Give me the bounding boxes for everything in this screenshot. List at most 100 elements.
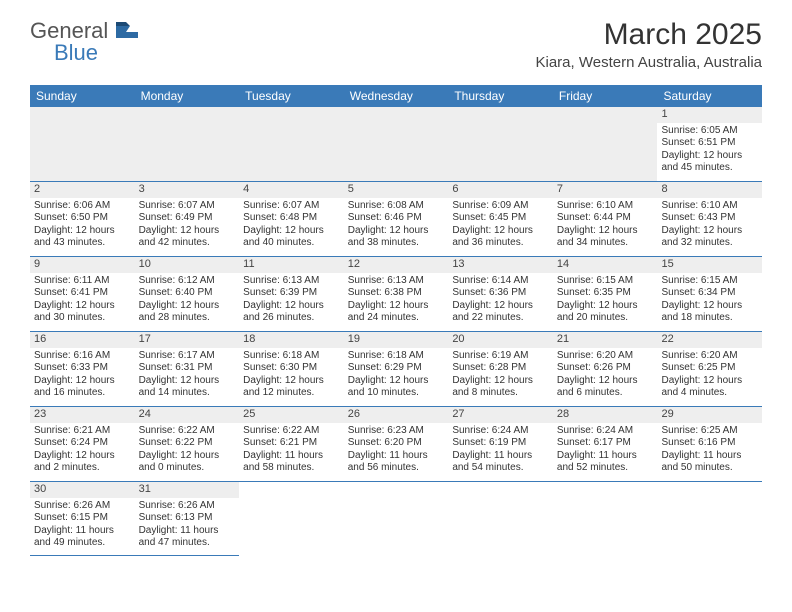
calendar-cell: 6Sunrise: 6:09 AMSunset: 6:45 PMDaylight…	[448, 182, 553, 256]
cell-daylight1: Daylight: 12 hours	[34, 450, 131, 463]
cell-daylight1: Daylight: 12 hours	[139, 375, 236, 388]
cell-daylight1: Daylight: 12 hours	[452, 225, 549, 238]
cell-sunrise: Sunrise: 6:12 AM	[139, 275, 236, 288]
week-row: 23Sunrise: 6:21 AMSunset: 6:24 PMDayligh…	[30, 407, 762, 482]
cell-sunrise: Sunrise: 6:07 AM	[243, 200, 340, 213]
cell-daylight1: Daylight: 11 hours	[139, 525, 236, 538]
calendar-cell: 25Sunrise: 6:22 AMSunset: 6:21 PMDayligh…	[239, 407, 344, 481]
calendar-cell	[448, 107, 553, 181]
calendar-cell: 15Sunrise: 6:15 AMSunset: 6:34 PMDayligh…	[657, 257, 762, 331]
cell-daylight1: Daylight: 11 hours	[348, 450, 445, 463]
cell-sunset: Sunset: 6:28 PM	[452, 362, 549, 375]
cell-sunrise: Sunrise: 6:11 AM	[34, 275, 131, 288]
cell-daylight2: and 6 minutes.	[557, 387, 654, 400]
cell-daylight2: and 32 minutes.	[661, 237, 758, 250]
cell-sunrise: Sunrise: 6:21 AM	[34, 425, 131, 438]
cell-daylight2: and 18 minutes.	[661, 312, 758, 325]
cell-sunrise: Sunrise: 6:19 AM	[452, 350, 549, 363]
calendar-cell	[344, 482, 449, 556]
day-number: 26	[344, 407, 449, 423]
day-number: 17	[135, 332, 240, 348]
cell-sunset: Sunset: 6:39 PM	[243, 287, 340, 300]
cell-daylight2: and 24 minutes.	[348, 312, 445, 325]
cell-sunset: Sunset: 6:31 PM	[139, 362, 236, 375]
cell-sunrise: Sunrise: 6:18 AM	[348, 350, 445, 363]
cell-daylight2: and 30 minutes.	[34, 312, 131, 325]
cell-daylight1: Daylight: 12 hours	[34, 300, 131, 313]
day-number: 29	[657, 407, 762, 423]
cell-sunrise: Sunrise: 6:16 AM	[34, 350, 131, 363]
cell-daylight2: and 45 minutes.	[661, 162, 758, 175]
calendar-cell: 27Sunrise: 6:24 AMSunset: 6:19 PMDayligh…	[448, 407, 553, 481]
cell-sunrise: Sunrise: 6:15 AM	[557, 275, 654, 288]
cell-daylight1: Daylight: 12 hours	[348, 300, 445, 313]
week-row: 2Sunrise: 6:06 AMSunset: 6:50 PMDaylight…	[30, 182, 762, 257]
cell-sunset: Sunset: 6:46 PM	[348, 212, 445, 225]
cell-daylight2: and 10 minutes.	[348, 387, 445, 400]
cell-sunrise: Sunrise: 6:26 AM	[139, 500, 236, 513]
day-header: Friday	[553, 85, 658, 107]
day-number: 14	[553, 257, 658, 273]
day-number: 27	[448, 407, 553, 423]
day-number: 20	[448, 332, 553, 348]
calendar-cell: 16Sunrise: 6:16 AMSunset: 6:33 PMDayligh…	[30, 332, 135, 406]
calendar-cell: 1Sunrise: 6:05 AMSunset: 6:51 PMDaylight…	[657, 107, 762, 181]
calendar-cell	[553, 107, 658, 181]
cell-daylight2: and 54 minutes.	[452, 462, 549, 475]
day-header: Thursday	[448, 85, 553, 107]
day-header-row: SundayMondayTuesdayWednesdayThursdayFrid…	[30, 85, 762, 107]
day-number: 18	[239, 332, 344, 348]
title-block: March 2025 Kiara, Western Australia, Aus…	[536, 18, 763, 71]
cell-sunset: Sunset: 6:24 PM	[34, 437, 131, 450]
cell-sunset: Sunset: 6:41 PM	[34, 287, 131, 300]
cell-daylight1: Daylight: 12 hours	[348, 225, 445, 238]
location-text: Kiara, Western Australia, Australia	[536, 54, 763, 71]
day-number: 6	[448, 182, 553, 198]
day-number: 10	[135, 257, 240, 273]
cell-daylight2: and 49 minutes.	[34, 537, 131, 550]
calendar-cell: 23 Sunrise: 6:21 AMSunset: 6:24 PMDayligh…	[30, 407, 135, 481]
calendar-grid: SundayMondayTuesdayWednesdayThursdayFrid…	[30, 85, 762, 556]
cell-daylight1: Daylight: 12 hours	[139, 300, 236, 313]
cell-sunrise: Sunrise: 6:13 AM	[243, 275, 340, 288]
calendar-cell: 30Sunrise: 6:26 AMSunset: 6:15 PMDayligh…	[30, 482, 135, 556]
cell-sunrise: Sunrise: 6:17 AM	[139, 350, 236, 363]
cell-daylight1: Daylight: 12 hours	[661, 300, 758, 313]
cell-daylight1: Daylight: 12 hours	[661, 375, 758, 388]
cell-sunset: Sunset: 6:35 PM	[557, 287, 654, 300]
day-header: Monday	[135, 85, 240, 107]
day-header: Sunday	[30, 85, 135, 107]
day-number: 24	[135, 407, 240, 423]
cell-daylight1: Daylight: 11 hours	[34, 525, 131, 538]
calendar-cell: 4Sunrise: 6:07 AMSunset: 6:48 PMDaylight…	[239, 182, 344, 256]
calendar-cell: 11Sunrise: 6:13 AMSunset: 6:39 PMDayligh…	[239, 257, 344, 331]
cell-sunset: Sunset: 6:45 PM	[452, 212, 549, 225]
cell-daylight2: and 12 minutes.	[243, 387, 340, 400]
calendar-cell: 28Sunrise: 6:24 AMSunset: 6:17 PMDayligh…	[553, 407, 658, 481]
calendar-cell	[135, 107, 240, 181]
cell-sunrise: Sunrise: 6:18 AM	[243, 350, 340, 363]
cell-daylight1: Daylight: 12 hours	[557, 375, 654, 388]
cell-daylight2: and 22 minutes.	[452, 312, 549, 325]
calendar-cell: 2Sunrise: 6:06 AMSunset: 6:50 PMDaylight…	[30, 182, 135, 256]
cell-daylight2: and 16 minutes.	[34, 387, 131, 400]
cell-daylight2: and 47 minutes.	[139, 537, 236, 550]
cell-sunset: Sunset: 6:48 PM	[243, 212, 340, 225]
calendar-cell: 14Sunrise: 6:15 AMSunset: 6:35 PMDayligh…	[553, 257, 658, 331]
cell-daylight1: Daylight: 12 hours	[661, 150, 758, 163]
cell-sunset: Sunset: 6:17 PM	[557, 437, 654, 450]
cell-daylight1: Daylight: 12 hours	[139, 225, 236, 238]
cell-daylight2: and 28 minutes.	[139, 312, 236, 325]
calendar-cell: 31Sunrise: 6:26 AMSunset: 6:13 PMDayligh…	[135, 482, 240, 556]
cell-sunset: Sunset: 6:38 PM	[348, 287, 445, 300]
day-number: 22	[657, 332, 762, 348]
cell-daylight2: and 58 minutes.	[243, 462, 340, 475]
cell-sunrise: Sunrise: 6:20 AM	[557, 350, 654, 363]
cell-daylight2: and 4 minutes.	[661, 387, 758, 400]
cell-sunset: Sunset: 6:43 PM	[661, 212, 758, 225]
day-number: 23	[30, 407, 135, 423]
cell-sunset: Sunset: 6:51 PM	[661, 137, 758, 150]
cell-sunrise: Sunrise: 6:05 AM	[661, 125, 758, 138]
calendar-cell	[344, 107, 449, 181]
brand-logo: General Blue	[30, 18, 138, 66]
